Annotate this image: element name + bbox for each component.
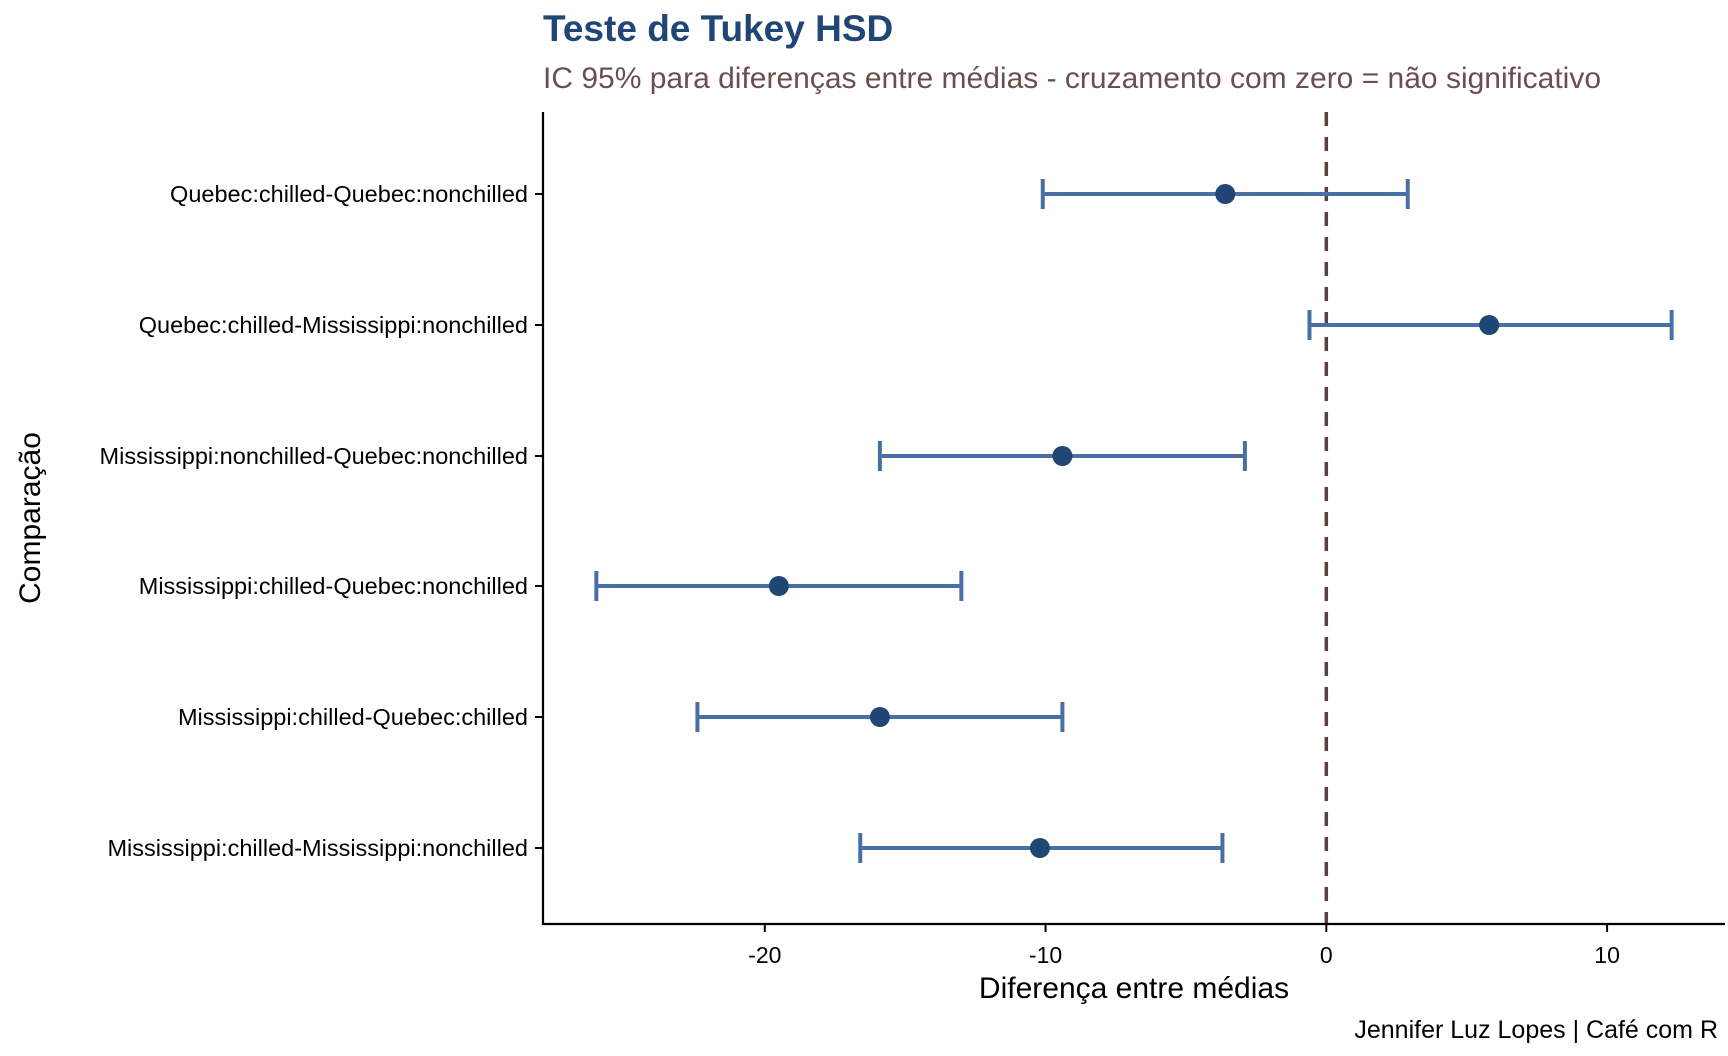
chart-title: Teste de Tukey HSD: [543, 8, 894, 49]
y-tick-label: Mississippi:chilled-Quebec:nonchilled: [139, 573, 528, 599]
y-tick-label: Mississippi:nonchilled-Quebec:nonchilled: [100, 443, 528, 469]
y-axis-title: Comparação: [14, 432, 47, 604]
y-tick-label: Quebec:chilled-Mississippi:nonchilled: [139, 312, 528, 338]
mean-difference-point: [768, 576, 789, 596]
x-tick-label: -10: [1029, 942, 1062, 968]
mean-difference-point: [1029, 838, 1050, 858]
x-tick-label: 0: [1320, 942, 1333, 968]
mean-difference-point: [1215, 184, 1236, 204]
mean-difference-point: [1479, 315, 1500, 335]
chart-caption: Jennifer Luz Lopes | Café com R: [1354, 1016, 1718, 1044]
x-axis-title: Diferença entre médias: [979, 972, 1289, 1005]
mean-difference-point: [869, 707, 890, 727]
x-tick-label: -20: [748, 942, 781, 968]
x-tick-label: 10: [1594, 942, 1620, 968]
y-tick-label: Mississippi:chilled-Quebec:chilled: [178, 704, 528, 730]
y-tick-label: Quebec:chilled-Quebec:nonchilled: [170, 181, 528, 207]
mean-difference-point: [1052, 446, 1073, 466]
y-tick-label: Mississippi:chilled-Mississippi:nonchill…: [107, 835, 528, 861]
chart-subtitle: IC 95% para diferenças entre médias - cr…: [543, 62, 1602, 95]
